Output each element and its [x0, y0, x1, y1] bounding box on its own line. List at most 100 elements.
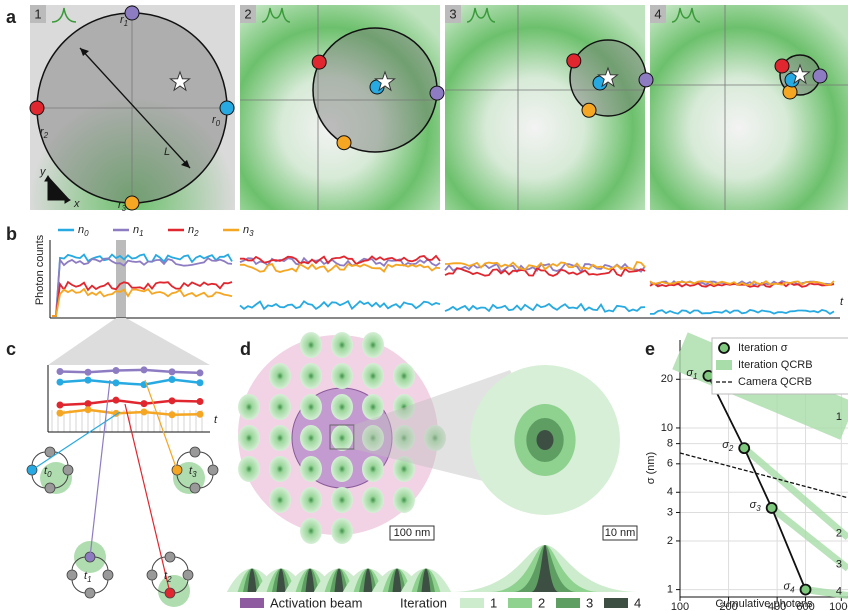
molecule — [300, 363, 322, 389]
legend-swatch — [719, 343, 729, 353]
legend-swatch — [460, 598, 484, 608]
point-label-sub: 2 — [728, 444, 734, 453]
time-label-sub: 2 — [166, 575, 172, 584]
y-tick-label: 6 — [667, 458, 673, 470]
probe-point — [165, 552, 175, 562]
probe-circle — [37, 13, 227, 203]
y-tick-label: 2 — [667, 535, 673, 547]
probe-point — [30, 101, 44, 115]
legend-swatch — [556, 598, 580, 608]
molecule — [300, 425, 322, 451]
probe-point — [582, 103, 596, 117]
molecule — [331, 518, 353, 544]
molecule — [393, 363, 415, 389]
point — [801, 585, 811, 595]
point-label: σ2 — [722, 439, 734, 453]
probe-point — [63, 465, 73, 475]
molecule — [331, 363, 353, 389]
probe-point — [125, 196, 139, 210]
trace — [240, 301, 440, 309]
legend-label: 3 — [586, 595, 593, 610]
probe-point — [567, 54, 581, 68]
trace — [60, 380, 200, 385]
y-label: Photon counts — [34, 234, 46, 305]
legend-label: Camera QCRB — [738, 376, 812, 388]
point-label-sub: 1 — [693, 372, 697, 381]
y-label: σ (nm) — [645, 452, 657, 484]
probe-point — [337, 136, 351, 150]
figure: abcde1234r1r0r2r3LyxPhoton countsn0n1n2n… — [0, 0, 848, 611]
zoom-fan — [48, 318, 210, 365]
band-label: 4 — [836, 585, 842, 597]
molecule — [331, 456, 353, 482]
probe-point — [775, 59, 789, 73]
probe-point — [103, 570, 113, 580]
legend-swatch — [604, 598, 628, 608]
legend-label: n0 — [78, 224, 89, 238]
point-label-sub: 4 — [790, 586, 795, 595]
trace — [52, 282, 232, 316]
molecule — [269, 363, 291, 389]
scale-bar: 100 nm — [394, 527, 431, 539]
trace — [60, 400, 200, 405]
zoom-window — [116, 240, 126, 318]
molecule — [238, 394, 260, 420]
time-label-sub: 3 — [192, 470, 197, 479]
molecule — [300, 394, 322, 420]
panel-label: c — [6, 339, 16, 359]
probe-point — [147, 570, 157, 580]
point — [767, 503, 777, 513]
legend-swatch — [508, 598, 532, 608]
molecule — [269, 456, 291, 482]
molecule — [300, 518, 322, 544]
panel-label: a — [6, 7, 17, 27]
molecule — [300, 487, 322, 513]
legend-label: 1 — [490, 595, 497, 610]
point-label: σ3 — [750, 499, 762, 513]
legend-label: Iteration QCRB — [738, 359, 813, 371]
axis-label: x — [73, 198, 80, 210]
frame-number: 2 — [244, 6, 251, 21]
position-label-sub: 0 — [216, 119, 221, 128]
trace — [52, 258, 232, 316]
y-tick-label: 10 — [661, 422, 673, 434]
legend-label: n1 — [133, 224, 144, 238]
link — [90, 380, 110, 557]
chart: 123468102010020040060010001234σ1σ2σ3σ4σ … — [645, 338, 848, 611]
y-tick-label: 20 — [661, 373, 673, 385]
molecule — [362, 332, 384, 358]
frame-number: 4 — [654, 6, 661, 21]
band-label: 2 — [836, 527, 842, 539]
probe-point — [183, 570, 193, 580]
band-label: 3 — [836, 558, 842, 570]
legend-label-sub: 1 — [139, 229, 143, 238]
molecule — [362, 363, 384, 389]
molecule — [269, 394, 291, 420]
probe-point — [208, 465, 218, 475]
molecule — [331, 332, 353, 358]
y-tick-label: 1 — [667, 584, 673, 596]
trace — [52, 289, 232, 316]
frame-number: 3 — [449, 6, 456, 21]
point-label-sub: 3 — [756, 504, 761, 513]
legend-label: Iteration — [400, 595, 447, 610]
molecule — [362, 456, 384, 482]
legend-label: 4 — [634, 595, 641, 610]
legend-label-sub: 3 — [249, 229, 254, 238]
legend-label: Iteration σ — [738, 342, 788, 354]
scale-bar: 10 nm — [605, 527, 636, 539]
molecule — [238, 456, 260, 482]
legend-swatch — [240, 598, 264, 608]
legend-label-sub: 2 — [193, 229, 199, 238]
time-label-sub: 0 — [47, 470, 52, 479]
frame-bg — [650, 5, 848, 210]
legend-label: 2 — [538, 595, 545, 610]
probe-point — [85, 588, 95, 598]
point — [739, 443, 749, 453]
x-tick-label: 1000 — [829, 601, 848, 611]
point-label: σ4 — [784, 581, 796, 595]
molecule — [269, 425, 291, 451]
probe-point — [190, 483, 200, 493]
time-label-sub: 1 — [87, 575, 91, 584]
molecule — [331, 487, 353, 513]
